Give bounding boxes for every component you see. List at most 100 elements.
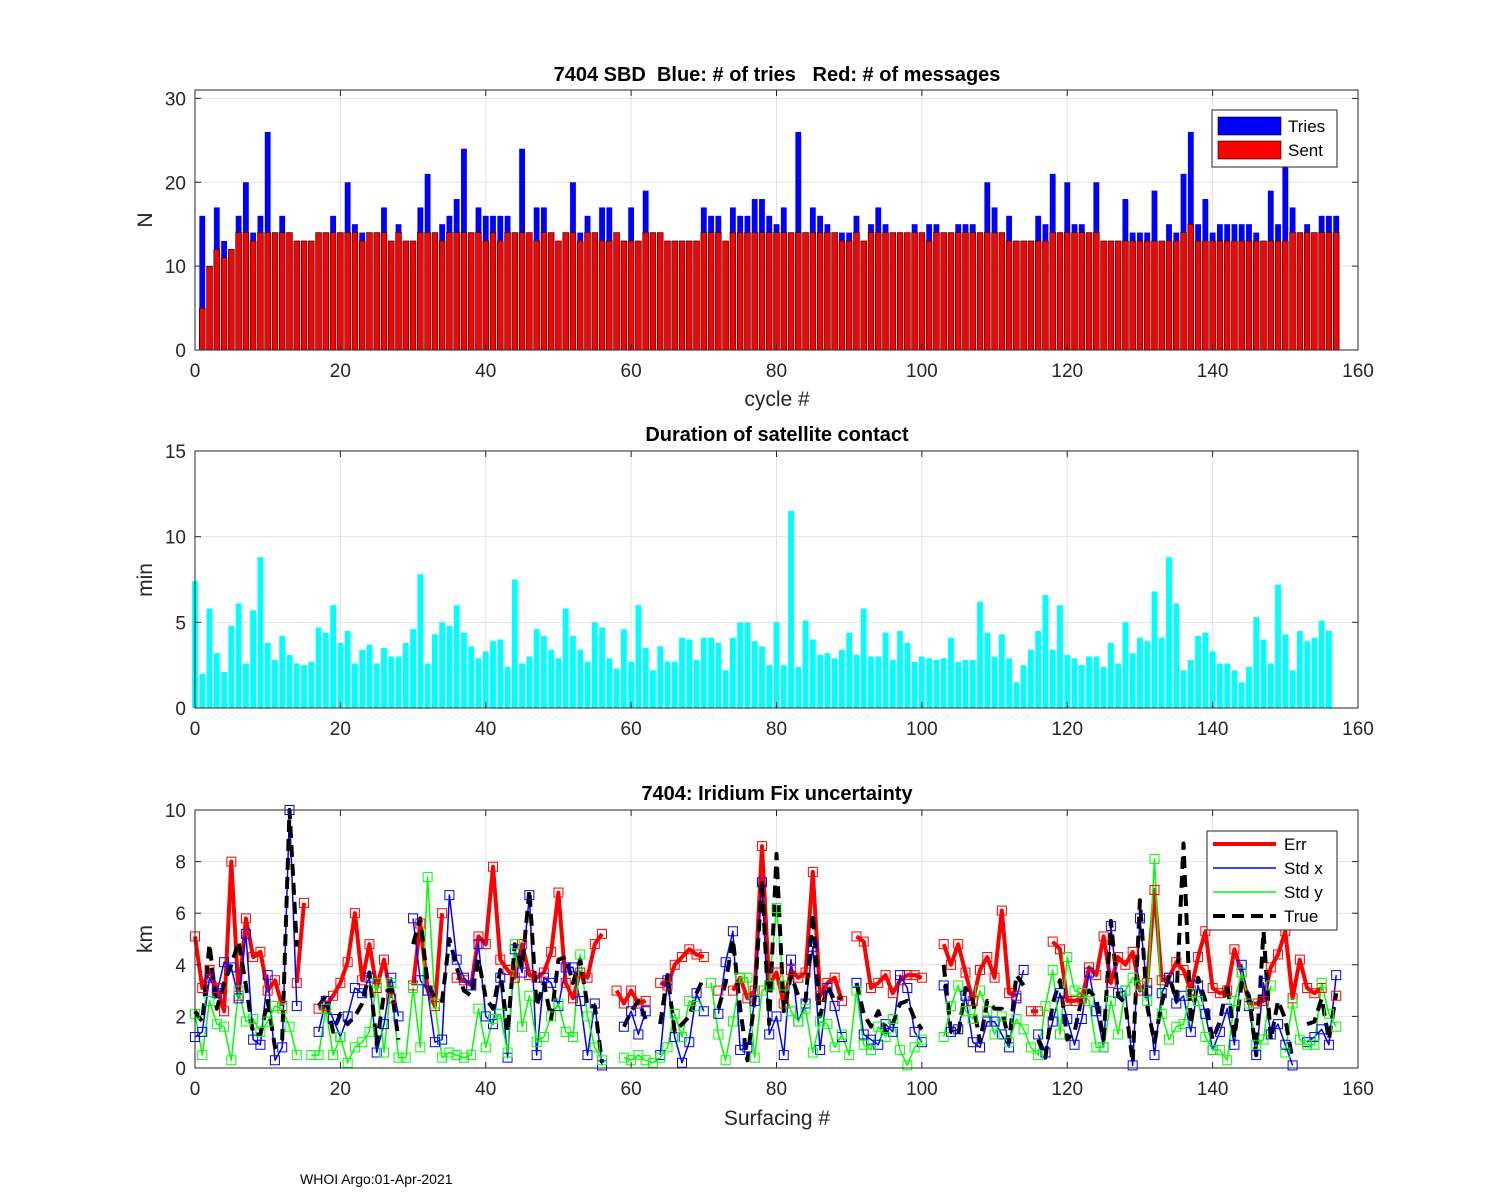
sent-bar bbox=[577, 240, 584, 351]
sent-bar bbox=[504, 232, 511, 351]
duration-bar bbox=[1202, 632, 1209, 708]
stdy-marker bbox=[269, 1001, 280, 1012]
x-tick-label: 60 bbox=[621, 361, 642, 382]
stdy-marker bbox=[1214, 1044, 1225, 1055]
stdx-marker bbox=[698, 1006, 709, 1017]
duration-bar bbox=[439, 622, 446, 708]
duration-bar bbox=[213, 653, 220, 708]
err-marker bbox=[771, 967, 782, 978]
duration-bar bbox=[373, 663, 380, 708]
sent-bar bbox=[1136, 240, 1144, 351]
stdy-marker bbox=[1054, 1029, 1065, 1040]
sent-bar bbox=[838, 240, 846, 351]
sent-bar bbox=[569, 232, 577, 351]
stdy-marker bbox=[1243, 998, 1254, 1009]
stdx-marker bbox=[204, 972, 215, 983]
err-marker bbox=[851, 931, 862, 942]
stdx-marker bbox=[1280, 1039, 1291, 1050]
err-marker bbox=[669, 959, 680, 970]
err-marker bbox=[1302, 983, 1313, 994]
duration-bar bbox=[853, 654, 860, 708]
stdx-marker bbox=[1287, 1060, 1298, 1071]
sent-bar bbox=[271, 232, 279, 351]
sent-bar bbox=[787, 232, 795, 351]
sent-bar bbox=[1129, 240, 1136, 351]
sent-bar bbox=[388, 240, 395, 351]
sent-bar bbox=[446, 232, 453, 351]
err-marker bbox=[880, 970, 891, 981]
stdx-marker bbox=[1178, 990, 1189, 1001]
stdy-marker bbox=[916, 1034, 927, 1045]
duration-bar bbox=[948, 637, 954, 708]
stdy-marker bbox=[546, 1011, 557, 1022]
sent-bar bbox=[380, 232, 388, 351]
err-marker bbox=[727, 985, 738, 996]
stdy-marker bbox=[647, 1057, 658, 1068]
duration-bar bbox=[780, 665, 787, 708]
stdx-marker bbox=[960, 990, 971, 1001]
duration-bar bbox=[1035, 630, 1042, 708]
sent-bar bbox=[802, 232, 809, 351]
duration-bar bbox=[206, 608, 213, 708]
x-tick-label: 20 bbox=[330, 1079, 351, 1100]
sent-bar bbox=[715, 232, 722, 351]
stdy-marker bbox=[1164, 1034, 1175, 1045]
sent-bar bbox=[816, 232, 824, 351]
stdy-marker bbox=[887, 1013, 898, 1024]
stdx-marker bbox=[887, 1026, 898, 1037]
duration-bar bbox=[722, 670, 729, 708]
duration-bar bbox=[1144, 641, 1151, 708]
sent-bar bbox=[1223, 240, 1231, 351]
err-marker bbox=[873, 977, 884, 988]
duration-bar bbox=[1107, 642, 1114, 708]
x-tick-label: 20 bbox=[330, 361, 351, 382]
sent-bar bbox=[831, 232, 838, 351]
duration-bar bbox=[1224, 663, 1231, 708]
x-tick-label: 20 bbox=[330, 719, 351, 740]
y-tick-label: 0 bbox=[175, 341, 186, 362]
stdy-marker bbox=[909, 1042, 920, 1053]
err-marker bbox=[975, 964, 986, 975]
err-marker bbox=[778, 998, 789, 1009]
stdx-marker bbox=[444, 890, 455, 901]
sent-bar bbox=[1173, 240, 1180, 351]
y-tick-label: 10 bbox=[165, 528, 186, 549]
sent-bar bbox=[562, 232, 569, 351]
stdx-marker bbox=[1214, 1026, 1225, 1037]
duration-bar bbox=[402, 642, 409, 708]
err-marker bbox=[1084, 962, 1095, 973]
stdy-marker bbox=[1018, 1024, 1029, 1035]
sent-bar bbox=[1325, 232, 1333, 351]
sent-bar bbox=[962, 232, 969, 351]
stdy-marker bbox=[328, 1050, 339, 1061]
sent-bar bbox=[649, 232, 657, 351]
sent-bar bbox=[344, 232, 351, 351]
err-marker bbox=[684, 944, 695, 955]
stdy-marker bbox=[444, 1047, 455, 1058]
stdx-marker bbox=[677, 1057, 688, 1068]
stdx-marker bbox=[1105, 921, 1116, 932]
sent-bar bbox=[955, 232, 962, 351]
x-tick-label: 120 bbox=[1051, 361, 1083, 382]
err-marker bbox=[953, 939, 964, 950]
duration-bar bbox=[1173, 603, 1180, 708]
err-marker bbox=[546, 946, 557, 957]
stdy-marker bbox=[342, 1057, 353, 1068]
duration-bar bbox=[715, 642, 722, 708]
footer-credit: WHOI Argo:01-Apr-2021 bbox=[300, 1171, 453, 1187]
stdx-marker bbox=[1193, 980, 1204, 991]
stdx-marker bbox=[364, 972, 375, 983]
duration-bar bbox=[824, 653, 831, 708]
duration-bar bbox=[729, 637, 736, 708]
stdx-marker bbox=[197, 1026, 208, 1037]
sent-bar bbox=[424, 232, 431, 351]
err-marker bbox=[749, 985, 760, 996]
stdy-marker bbox=[480, 1042, 491, 1053]
x-tick-label: 160 bbox=[1342, 719, 1374, 740]
duration-bar bbox=[1042, 594, 1049, 708]
sent-bar bbox=[1231, 240, 1238, 351]
duration-bar bbox=[562, 608, 569, 708]
duration-bar bbox=[1304, 641, 1311, 708]
sent-bar bbox=[511, 232, 519, 351]
